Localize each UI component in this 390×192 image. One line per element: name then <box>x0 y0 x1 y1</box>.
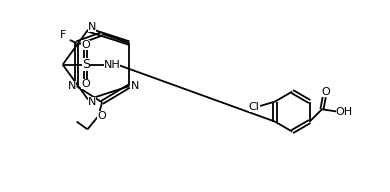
Text: N: N <box>88 97 96 107</box>
Text: N: N <box>68 81 76 91</box>
Text: S: S <box>82 58 90 71</box>
Text: N: N <box>131 81 139 91</box>
Text: O: O <box>97 111 106 121</box>
Text: O: O <box>82 40 90 50</box>
Text: Cl: Cl <box>248 102 259 112</box>
Text: N: N <box>88 22 96 32</box>
Text: NH: NH <box>104 60 121 70</box>
Text: OH: OH <box>336 107 353 117</box>
Text: F: F <box>60 30 66 40</box>
Text: O: O <box>82 79 90 89</box>
Text: O: O <box>321 87 330 97</box>
